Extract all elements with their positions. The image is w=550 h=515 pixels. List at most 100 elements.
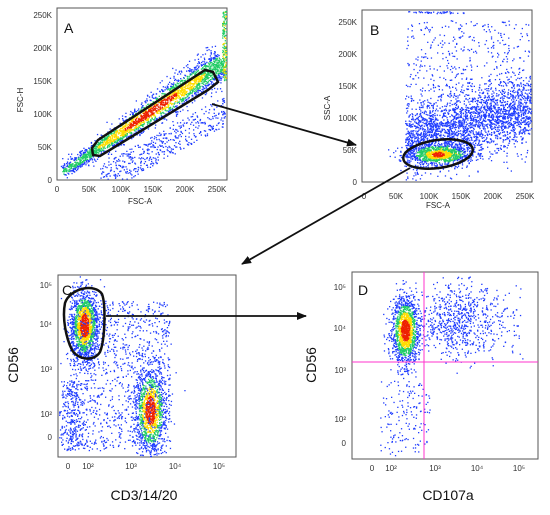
event-dot <box>149 143 151 145</box>
event-dot <box>500 148 502 150</box>
event-dot <box>186 140 188 142</box>
event-dot <box>103 176 106 178</box>
panel-a-x-ticks: 0 50K 100K 150K 200K 250K <box>55 185 227 194</box>
event-dot <box>160 112 163 114</box>
event-dot <box>220 77 223 80</box>
event-dot <box>77 153 79 156</box>
event-dot <box>214 45 217 47</box>
event-dot <box>94 150 96 152</box>
event-dot <box>461 164 464 166</box>
event-dot <box>150 142 152 144</box>
event-dot <box>210 57 212 59</box>
event-dot <box>172 121 174 123</box>
event-dot <box>199 85 201 88</box>
event-dot <box>134 162 136 164</box>
event-dot <box>481 106 483 108</box>
event-dot <box>112 161 115 163</box>
event-dot <box>519 99 522 101</box>
event-dot <box>205 47 207 49</box>
event-dot <box>81 157 83 159</box>
event-dot <box>477 97 479 99</box>
event-dot <box>155 158 157 160</box>
event-dot <box>465 138 467 140</box>
event-dot <box>431 116 433 118</box>
event-dot <box>115 133 117 136</box>
event-dot <box>72 169 74 172</box>
event-dot <box>222 35 224 37</box>
event-dot <box>520 110 522 112</box>
event-dot <box>151 96 153 98</box>
event-dot <box>439 124 441 126</box>
event-dot <box>440 124 442 126</box>
event-dot <box>163 90 165 92</box>
event-dot <box>89 152 91 154</box>
event-dot <box>484 107 486 109</box>
event-dot <box>104 143 106 146</box>
event-dot <box>199 88 201 90</box>
event-dot <box>108 161 110 163</box>
event-dot <box>432 107 434 110</box>
event-dot <box>129 153 131 155</box>
event-dot <box>198 61 200 63</box>
event-dot <box>216 70 219 73</box>
event-dot <box>161 99 163 102</box>
event-dot <box>223 72 225 74</box>
event-dot <box>207 73 209 75</box>
event-dot <box>460 151 463 153</box>
event-dot <box>487 127 489 129</box>
event-dot <box>96 151 98 153</box>
event-dot <box>487 130 490 132</box>
event-dot <box>159 90 161 92</box>
event-dot <box>194 59 196 61</box>
event-dot <box>149 158 151 160</box>
event-dot <box>412 178 414 180</box>
event-dot <box>428 131 430 133</box>
event-dot <box>155 110 157 112</box>
event-dot <box>447 122 449 124</box>
event-dot <box>109 142 111 144</box>
event-dot <box>499 78 501 81</box>
event-dot <box>495 115 497 117</box>
event-dot <box>85 148 87 151</box>
event-dot <box>414 147 416 149</box>
event-dot <box>146 94 149 96</box>
event-dot <box>409 134 411 137</box>
event-dot <box>159 140 161 142</box>
event-dot <box>111 138 114 140</box>
event-dot <box>98 149 100 152</box>
event-dot <box>181 87 183 89</box>
event-dot <box>224 61 226 63</box>
event-dot <box>414 125 417 127</box>
event-dot <box>405 154 407 156</box>
event-dot <box>201 61 203 64</box>
event-dot <box>466 127 468 129</box>
event-dot <box>169 77 172 79</box>
event-dot <box>169 108 171 110</box>
event-dot <box>496 74 498 77</box>
event-dot <box>111 143 113 145</box>
event-dot <box>97 142 100 144</box>
event-dot <box>527 117 529 119</box>
event-dot <box>159 105 161 107</box>
event-dot <box>83 147 85 149</box>
event-dot <box>216 63 218 66</box>
event-dot <box>439 95 441 97</box>
event-dot <box>496 134 498 136</box>
event-dot <box>217 117 219 119</box>
event-dot <box>122 153 124 155</box>
event-dot <box>439 135 441 137</box>
event-dot <box>484 105 486 107</box>
event-dot <box>460 136 462 138</box>
event-dot <box>455 106 457 109</box>
event-dot <box>143 112 146 115</box>
event-dot <box>429 128 432 130</box>
event-dot <box>525 123 527 126</box>
event-dot <box>184 75 187 77</box>
event-dot <box>103 137 105 140</box>
event-dot <box>96 149 98 152</box>
event-dot <box>411 126 414 128</box>
panel-a-xtick: 150K <box>144 185 163 194</box>
event-dot <box>469 139 471 141</box>
event-dot <box>65 174 67 176</box>
event-dot <box>414 121 416 123</box>
